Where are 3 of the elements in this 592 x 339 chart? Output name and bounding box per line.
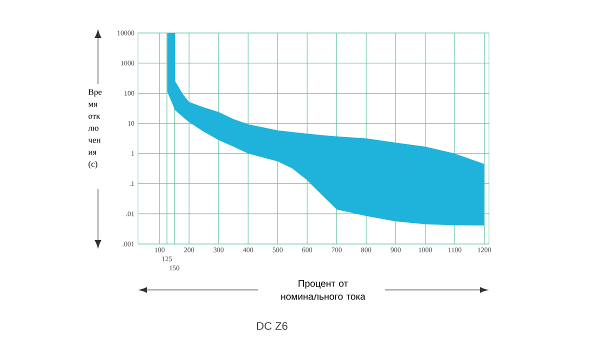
text: DC Z6 <box>257 322 288 330</box>
y-axis-title: Вре мя отк лю чен ия (с) <box>88 89 102 169</box>
x-axis-title: Процент от номинального тока <box>281 280 366 300</box>
